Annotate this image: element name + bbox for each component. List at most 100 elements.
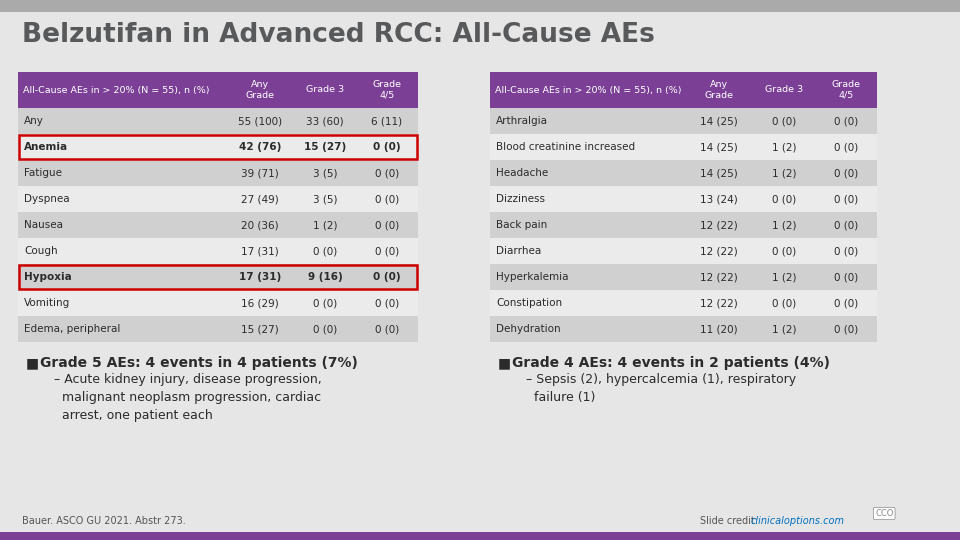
Text: 0 (0): 0 (0) — [834, 168, 858, 178]
Text: Arthralgia: Arthralgia — [496, 116, 548, 126]
Text: Grade
4/5: Grade 4/5 — [831, 80, 860, 100]
Text: Dizziness: Dizziness — [496, 194, 545, 204]
Text: 0 (0): 0 (0) — [772, 246, 796, 256]
Text: Fatigue: Fatigue — [24, 168, 62, 178]
Text: 14 (25): 14 (25) — [700, 142, 738, 152]
Text: 0 (0): 0 (0) — [834, 116, 858, 126]
Text: Headache: Headache — [496, 168, 548, 178]
Bar — [18, 212, 418, 238]
Text: 55 (100): 55 (100) — [238, 116, 282, 126]
Text: 1 (2): 1 (2) — [772, 168, 796, 178]
Bar — [490, 108, 877, 134]
Bar — [18, 186, 418, 212]
Text: 0 (0): 0 (0) — [374, 194, 399, 204]
Text: 0 (0): 0 (0) — [834, 324, 858, 334]
Text: 12 (22): 12 (22) — [700, 298, 738, 308]
Bar — [18, 290, 418, 316]
Text: Hyperkalemia: Hyperkalemia — [496, 272, 568, 282]
Text: 39 (71): 39 (71) — [241, 168, 278, 178]
Text: 20 (36): 20 (36) — [241, 220, 278, 230]
Text: Dyspnea: Dyspnea — [24, 194, 70, 204]
Text: 13 (24): 13 (24) — [700, 194, 738, 204]
Bar — [19, 265, 417, 289]
Text: 14 (25): 14 (25) — [700, 168, 738, 178]
Text: Edema, peripheral: Edema, peripheral — [24, 324, 120, 334]
Bar — [490, 134, 877, 160]
Bar — [490, 238, 877, 264]
Text: 3 (5): 3 (5) — [313, 168, 337, 178]
Text: 1 (2): 1 (2) — [772, 142, 796, 152]
Bar — [18, 238, 418, 264]
Text: 0 (0): 0 (0) — [834, 246, 858, 256]
Text: All-Cause AEs in > 20% (N = 55), n (%): All-Cause AEs in > 20% (N = 55), n (%) — [495, 85, 682, 94]
Text: 0 (0): 0 (0) — [834, 220, 858, 230]
Text: Grade 3: Grade 3 — [306, 85, 344, 94]
Bar — [0, 0, 960, 12]
Text: Nausea: Nausea — [24, 220, 63, 230]
Bar — [490, 160, 877, 186]
Text: 15 (27): 15 (27) — [304, 142, 347, 152]
Text: Diarrhea: Diarrhea — [496, 246, 541, 256]
Text: 42 (76): 42 (76) — [239, 142, 281, 152]
Text: Cough: Cough — [24, 246, 58, 256]
Text: All-Cause AEs in > 20% (N = 55), n (%): All-Cause AEs in > 20% (N = 55), n (%) — [23, 85, 209, 94]
Text: 0 (0): 0 (0) — [834, 272, 858, 282]
Text: Back pain: Back pain — [496, 220, 547, 230]
Text: Any
Grade: Any Grade — [705, 80, 733, 100]
Bar — [490, 186, 877, 212]
Text: 6 (11): 6 (11) — [372, 116, 402, 126]
Text: 17 (31): 17 (31) — [241, 246, 278, 256]
Text: 0 (0): 0 (0) — [373, 272, 401, 282]
Bar — [18, 264, 418, 290]
Bar — [18, 160, 418, 186]
Text: 33 (60): 33 (60) — [306, 116, 344, 126]
Bar — [490, 212, 877, 238]
Text: 0 (0): 0 (0) — [313, 298, 337, 308]
Text: 16 (29): 16 (29) — [241, 298, 278, 308]
Text: Bauer. ASCO GU 2021. Abstr 273.: Bauer. ASCO GU 2021. Abstr 273. — [22, 516, 185, 526]
Text: 14 (25): 14 (25) — [700, 116, 738, 126]
Bar — [18, 72, 418, 108]
Text: 0 (0): 0 (0) — [374, 298, 399, 308]
Text: 0 (0): 0 (0) — [313, 246, 337, 256]
Text: Belzutifan in Advanced RCC: All-Cause AEs: Belzutifan in Advanced RCC: All-Cause AE… — [22, 22, 655, 48]
Text: Grade
4/5: Grade 4/5 — [372, 80, 401, 100]
Bar — [490, 264, 877, 290]
Text: Grade 3: Grade 3 — [765, 85, 804, 94]
Text: – Sepsis (2), hypercalcemia (1), respiratory
  failure (1): – Sepsis (2), hypercalcemia (1), respira… — [526, 373, 796, 404]
Text: ■: ■ — [498, 356, 511, 370]
Bar — [18, 108, 418, 134]
Text: 1 (2): 1 (2) — [313, 220, 337, 230]
Bar — [18, 134, 418, 160]
Text: 12 (22): 12 (22) — [700, 272, 738, 282]
Text: 0 (0): 0 (0) — [772, 194, 796, 204]
Text: 0 (0): 0 (0) — [374, 324, 399, 334]
Text: 0 (0): 0 (0) — [374, 220, 399, 230]
Text: Slide credit:: Slide credit: — [700, 516, 761, 526]
Text: CCO: CCO — [875, 509, 894, 518]
Text: Hypoxia: Hypoxia — [24, 272, 72, 282]
Text: 15 (27): 15 (27) — [241, 324, 278, 334]
Text: 17 (31): 17 (31) — [239, 272, 281, 282]
Text: 0 (0): 0 (0) — [772, 116, 796, 126]
Text: 9 (16): 9 (16) — [307, 272, 343, 282]
Bar — [0, 532, 960, 540]
Text: 0 (0): 0 (0) — [374, 246, 399, 256]
Text: 3 (5): 3 (5) — [313, 194, 337, 204]
Text: Vomiting: Vomiting — [24, 298, 70, 308]
Bar — [19, 135, 417, 159]
Text: 0 (0): 0 (0) — [834, 298, 858, 308]
Text: Grade 5 AEs: 4 events in 4 patients (7%): Grade 5 AEs: 4 events in 4 patients (7%) — [40, 356, 358, 370]
Text: 12 (22): 12 (22) — [700, 220, 738, 230]
Text: 0 (0): 0 (0) — [834, 194, 858, 204]
Text: – Acute kidney injury, disease progression,
  malignant neoplasm progression, ca: – Acute kidney injury, disease progressi… — [54, 373, 322, 422]
Bar — [490, 72, 877, 108]
Text: clinicaloptions.com: clinicaloptions.com — [751, 516, 845, 526]
Text: 12 (22): 12 (22) — [700, 246, 738, 256]
Text: 0 (0): 0 (0) — [313, 324, 337, 334]
Text: Blood creatinine increased: Blood creatinine increased — [496, 142, 636, 152]
Text: Anemia: Anemia — [24, 142, 68, 152]
Text: Constipation: Constipation — [496, 298, 563, 308]
Text: 11 (20): 11 (20) — [700, 324, 738, 334]
Text: 0 (0): 0 (0) — [373, 142, 401, 152]
